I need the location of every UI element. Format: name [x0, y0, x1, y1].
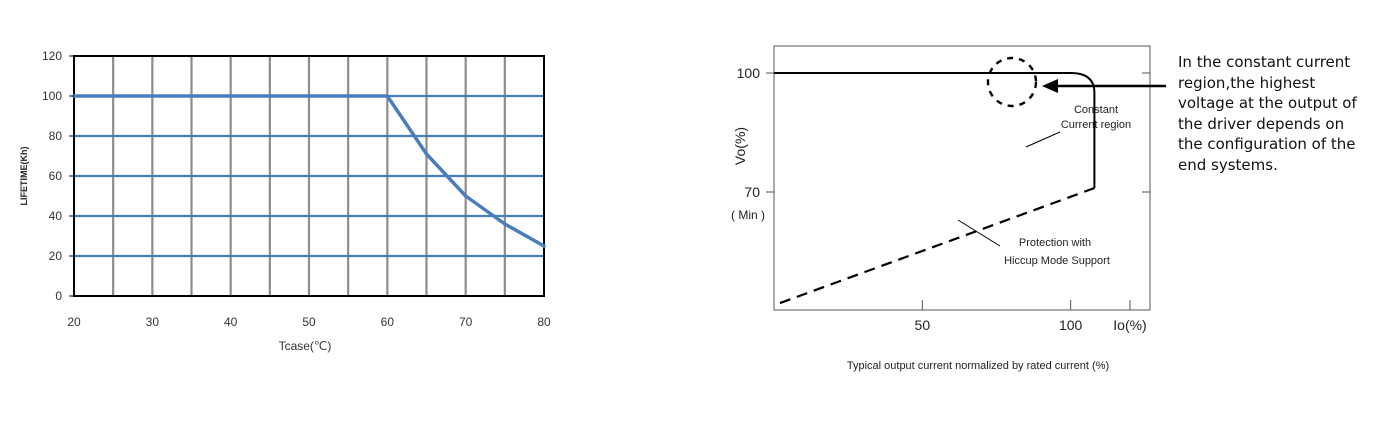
- side-note-line: the configuration of the: [1178, 135, 1356, 153]
- lifetime-x-tick-labels: 20 30 40 50 60 70 80: [67, 315, 551, 329]
- side-note-line: voltage at the output of: [1178, 94, 1357, 112]
- lifetime-y-tick-label: 0: [55, 289, 62, 303]
- vi-x-tick-label: 50: [915, 317, 931, 333]
- lifetime-x-tick-label: 30: [146, 315, 160, 329]
- vi-x-tick-label: 100: [1059, 317, 1083, 333]
- constant-current-leader: [1025, 131, 1061, 148]
- lifetime-y-tick-label: 80: [49, 129, 63, 143]
- lifetime-y-tick-label: 60: [49, 169, 63, 183]
- knee-highlight-circle: [986, 56, 1038, 108]
- vi-y-tick-label: 70: [744, 184, 760, 200]
- vi-axis-tick-marks: [766, 72, 1150, 310]
- lifetime-y-tick-label: 20: [49, 249, 63, 263]
- lifetime-y-tick-label: 120: [42, 49, 62, 63]
- side-note-line: region,the highest: [1178, 73, 1316, 92]
- lifetime-y-tick-label: 100: [42, 89, 62, 103]
- vi-y-tick-note: ( Min ): [731, 208, 765, 222]
- lifetime-x-tick-label: 50: [302, 315, 316, 329]
- side-note: In the constant current region,the highe…: [1178, 52, 1393, 175]
- vi-plot-frame: [773, 45, 1151, 311]
- constant-current-label-line2: Current region: [1061, 119, 1131, 131]
- protection-leader: [957, 219, 1001, 247]
- lifetime-x-tick-label: 20: [67, 315, 81, 329]
- vi-x-axis-end-label: Io(%): [1113, 317, 1146, 333]
- lifetime-x-tick-label: 70: [459, 315, 473, 329]
- note-arrow-head: [1042, 79, 1058, 93]
- lifetime-x-axis-label: Tcase(℃): [279, 339, 332, 353]
- vi-hiccup-dashed-line: [779, 187, 1095, 305]
- vi-series: [774, 72, 1096, 305]
- lifetime-series: [72, 94, 546, 248]
- lifetime-y-tick-labels: 0 20 40 60 80 100 120: [42, 49, 74, 303]
- vi-y-tick-labels: 100 70: [737, 65, 761, 200]
- side-note-line: end systems.: [1178, 155, 1278, 174]
- lifetime-y-axis-label: LIFETIME(Kh): [19, 147, 29, 206]
- lifetime-x-tick-label: 80: [537, 315, 551, 329]
- vi-x-tick-labels: 50 100: [915, 317, 1083, 333]
- protection-label-line2: Hiccup Mode Support: [1004, 255, 1110, 267]
- protection-label-line1: Protection with: [1019, 237, 1091, 249]
- vi-constant-voltage-current-line: [774, 72, 1096, 189]
- vi-curve-chart: 100 70 50 100 ( Min ) Vo(%) Io(%) Typical …: [731, 45, 1166, 372]
- vi-y-axis-label: Vo(%): [732, 127, 748, 165]
- lifetime-x-tick-label: 60: [381, 315, 395, 329]
- lifetime-y-tick-label: 40: [49, 209, 63, 223]
- lifetime-series-line: [72, 94, 546, 248]
- vi-x-axis-caption: Typical output current normalized by rat…: [847, 360, 1109, 372]
- lifetime-chart: 0 20 40 60 80 100 120 20 30 40 50 60 70 80 LIFETIME(…: [19, 49, 551, 353]
- side-note-line: the driver depends on: [1178, 114, 1345, 133]
- lifetime-x-tick-label: 40: [224, 315, 238, 329]
- vi-y-tick-label: 100: [737, 65, 761, 81]
- side-note-line: In the constant current: [1178, 53, 1351, 71]
- constant-current-label-line1: Constant: [1074, 104, 1118, 116]
